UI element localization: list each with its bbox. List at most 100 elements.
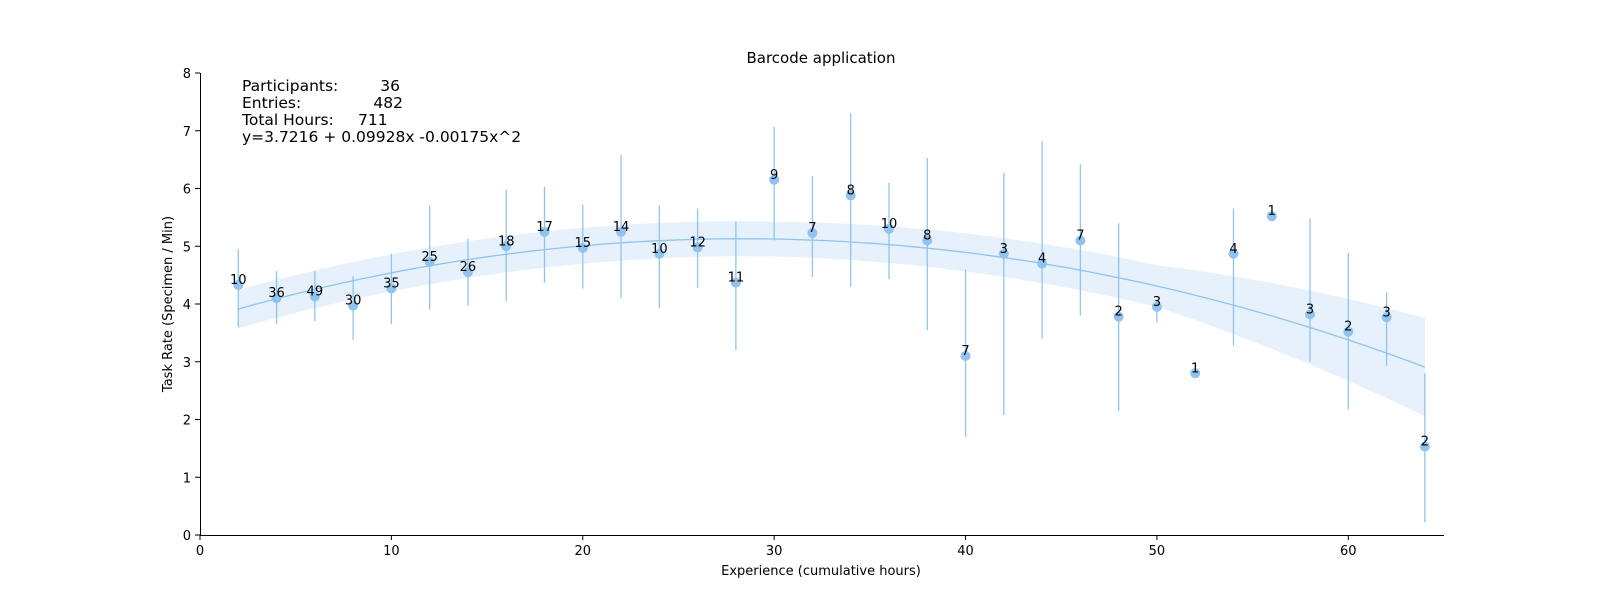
y-tick-label: 0 bbox=[183, 529, 191, 544]
data-point bbox=[271, 293, 282, 304]
hours-value: 711 bbox=[358, 111, 388, 129]
point-count-label: 36 bbox=[268, 286, 285, 301]
y-axis-label: Task Rate (Specimen / Min) bbox=[161, 216, 176, 393]
data-point bbox=[348, 300, 359, 311]
data-point bbox=[424, 256, 435, 267]
data-point bbox=[1305, 309, 1316, 320]
y-tick-label: 1 bbox=[183, 471, 191, 486]
entries-value: 482 bbox=[373, 94, 403, 112]
data-point bbox=[692, 242, 703, 253]
point-count-label: 1 bbox=[1191, 361, 1199, 376]
point-count-label: 8 bbox=[847, 183, 855, 198]
y-tick-label: 3 bbox=[183, 356, 191, 371]
x-axis-label: Experience (cumulative hours) bbox=[721, 564, 921, 579]
data-point bbox=[501, 241, 512, 252]
hours-row: Total Hours: 711 bbox=[242, 112, 521, 129]
point-count-label: 26 bbox=[460, 260, 477, 275]
y-ticks-layer: 0 1 2 3 4 5 6 7 8 bbox=[183, 67, 200, 544]
data-point bbox=[654, 248, 665, 259]
point-count-label: 11 bbox=[728, 271, 745, 286]
x-tick-label: 10 bbox=[383, 544, 400, 559]
point-count-label: 17 bbox=[536, 220, 553, 235]
data-point bbox=[845, 190, 856, 201]
data-point bbox=[998, 248, 1009, 259]
data-point bbox=[233, 279, 244, 290]
point-count-label: 15 bbox=[574, 236, 591, 251]
point-count-label: 25 bbox=[421, 250, 438, 265]
data-point bbox=[769, 174, 780, 185]
fit-equation: y=3.7216 + 0.09928x -0.00175x^2 bbox=[242, 128, 522, 146]
participants-label: Participants: bbox=[242, 77, 339, 95]
point-count-label: 7 bbox=[961, 344, 969, 359]
fit-band-layer bbox=[238, 221, 1425, 417]
data-point bbox=[883, 223, 894, 234]
point-count-label: 4 bbox=[1038, 252, 1046, 267]
x-tick-label: 60 bbox=[1340, 544, 1357, 559]
y-tick-label: 4 bbox=[183, 298, 191, 313]
point-count-label: 49 bbox=[307, 284, 324, 299]
point-count-label: 2 bbox=[1421, 435, 1429, 450]
x-tick-label: 0 bbox=[196, 544, 204, 559]
x-tick-label: 50 bbox=[1149, 544, 1166, 559]
stats-annotation: Participants: 36 Entries: 482 Total Hours:… bbox=[242, 78, 521, 146]
x-ticks-layer: 0 10 20 30 40 50 60 bbox=[196, 535, 1357, 559]
data-point bbox=[462, 267, 473, 278]
data-point bbox=[1075, 235, 1086, 246]
point-count-label: 10 bbox=[230, 273, 247, 288]
point-count-label: 30 bbox=[345, 294, 362, 309]
fit-curve bbox=[238, 238, 1426, 368]
point-count-label: 2 bbox=[1344, 320, 1352, 335]
data-point bbox=[1190, 368, 1201, 379]
data-point bbox=[1266, 211, 1277, 222]
point-count-label: 8 bbox=[923, 228, 931, 243]
data-point bbox=[1343, 326, 1354, 337]
points-layer bbox=[233, 174, 1430, 452]
y-tick-label: 2 bbox=[183, 414, 191, 429]
data-point bbox=[539, 226, 550, 237]
x-tick-label: 30 bbox=[766, 544, 783, 559]
hours-label: Total Hours: bbox=[242, 111, 334, 129]
data-point bbox=[1151, 301, 1162, 312]
data-point bbox=[577, 242, 588, 253]
point-count-label: 3 bbox=[1306, 302, 1314, 317]
participants-value: 36 bbox=[380, 77, 400, 95]
point-count-label: 10 bbox=[881, 217, 898, 232]
y-tick-label: 5 bbox=[183, 240, 191, 255]
point-count-label: 2 bbox=[1115, 305, 1123, 320]
y-tick-label: 8 bbox=[183, 67, 191, 82]
x-tick-label: 40 bbox=[957, 544, 974, 559]
point-count-label: 7 bbox=[1076, 228, 1084, 243]
x-tick-label: 20 bbox=[574, 544, 591, 559]
point-count-label: 9 bbox=[770, 168, 778, 183]
point-count-label: 7 bbox=[808, 221, 816, 236]
chart-title: Barcode application bbox=[746, 49, 895, 67]
entries-row: Entries: 482 bbox=[242, 95, 521, 112]
entries-label: Entries: bbox=[242, 94, 302, 112]
data-point bbox=[922, 235, 933, 246]
point-count-label: 12 bbox=[689, 235, 706, 250]
point-count-label: 10 bbox=[651, 242, 668, 257]
data-point bbox=[1419, 441, 1430, 452]
y-tick-label: 7 bbox=[183, 125, 191, 140]
data-point bbox=[309, 291, 320, 302]
fit-curve-layer bbox=[238, 238, 1426, 368]
point-count-label: 18 bbox=[498, 234, 515, 249]
data-point bbox=[1113, 311, 1124, 322]
participants-row: Participants: 36 bbox=[242, 78, 521, 95]
data-point bbox=[1381, 312, 1392, 323]
data-point bbox=[1037, 258, 1048, 269]
point-count-label: 3 bbox=[1382, 305, 1390, 320]
data-point bbox=[960, 350, 971, 361]
point-count-label: 3 bbox=[1000, 242, 1008, 257]
data-point bbox=[807, 227, 818, 238]
point-count-label: 4 bbox=[1229, 242, 1237, 257]
data-point bbox=[386, 283, 397, 294]
y-tick-label: 6 bbox=[183, 183, 191, 198]
data-point bbox=[1228, 248, 1239, 259]
point-count-label: 3 bbox=[1153, 295, 1161, 310]
point-count-label: 14 bbox=[613, 220, 630, 235]
data-point bbox=[730, 277, 741, 288]
equation-row: y=3.7216 + 0.09928x -0.00175x^2 bbox=[242, 129, 521, 146]
